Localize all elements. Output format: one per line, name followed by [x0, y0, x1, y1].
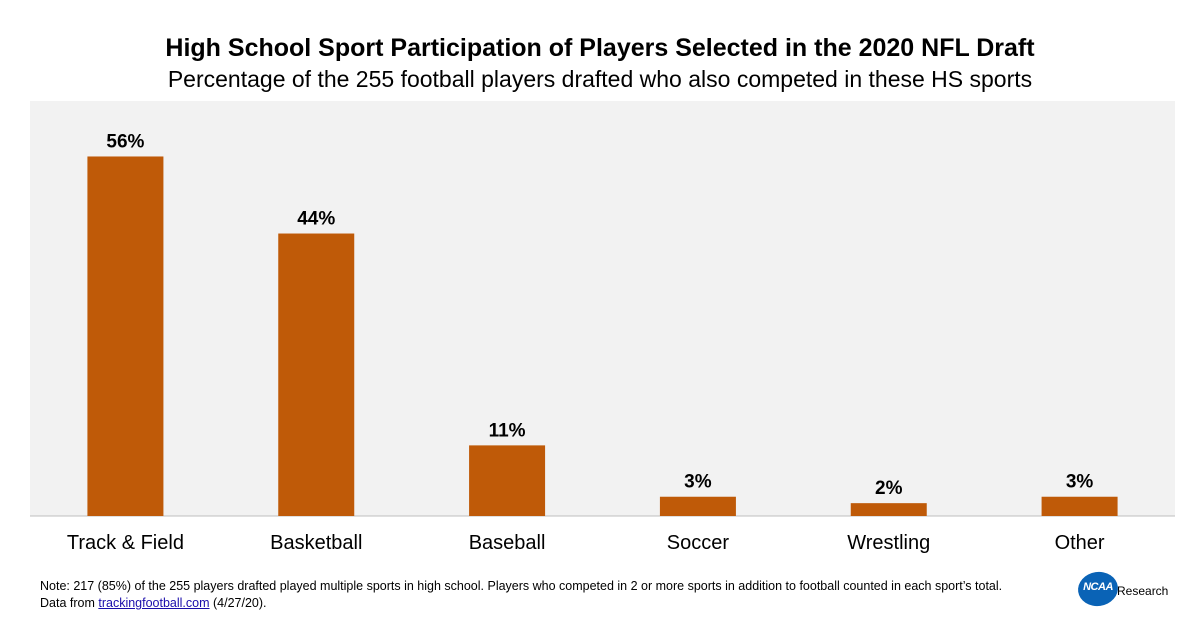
- category-label: Basketball: [270, 532, 362, 554]
- category-label: Soccer: [667, 532, 730, 554]
- data-label: 2%: [875, 478, 903, 499]
- source-prefix: Data from: [40, 596, 99, 610]
- plot-area: [30, 101, 1175, 516]
- footnote-source: Data from trackingfootball.com (4/27/20)…: [40, 595, 1080, 612]
- category-label: Wrestling: [847, 532, 930, 554]
- bar-other: [1041, 496, 1118, 516]
- logo-research-text: Research: [1117, 584, 1169, 598]
- data-label: 44%: [297, 209, 335, 230]
- footnote-note: Note: 217 (85%) of the 255 players draft…: [40, 579, 1003, 593]
- bar-basketball: [278, 233, 355, 516]
- data-label: 3%: [684, 472, 712, 493]
- bar-soccer: [659, 496, 736, 516]
- ncaa-badge-text: NCAA: [1083, 581, 1113, 593]
- data-label: 3%: [1066, 472, 1094, 493]
- chart-subtitle: Percentage of the 255 football players d…: [167, 66, 1033, 92]
- category-label: Other: [1055, 532, 1105, 554]
- chart-title: High School Sport Participation of Playe…: [165, 34, 1035, 62]
- bar-baseball: [469, 445, 546, 516]
- footnote: Note: 217 (85%) of the 255 players draft…: [40, 578, 1080, 612]
- category-label: Track & Field: [67, 532, 184, 554]
- data-label: 56%: [106, 131, 144, 152]
- category-label: Baseball: [469, 532, 546, 554]
- ncaa-research-logo: NCAA Research: [1075, 569, 1178, 610]
- source-date: (4/27/20).: [209, 596, 267, 610]
- bar-track-field: [87, 156, 164, 517]
- source-link[interactable]: trackingfootball.com: [98, 596, 210, 610]
- bar-chart: 56% 44% 11% 3% 2% 3% Track & Field Basketball B…: [30, 101, 1175, 554]
- data-label: 11%: [489, 420, 526, 441]
- bar-wrestling: [850, 503, 927, 516]
